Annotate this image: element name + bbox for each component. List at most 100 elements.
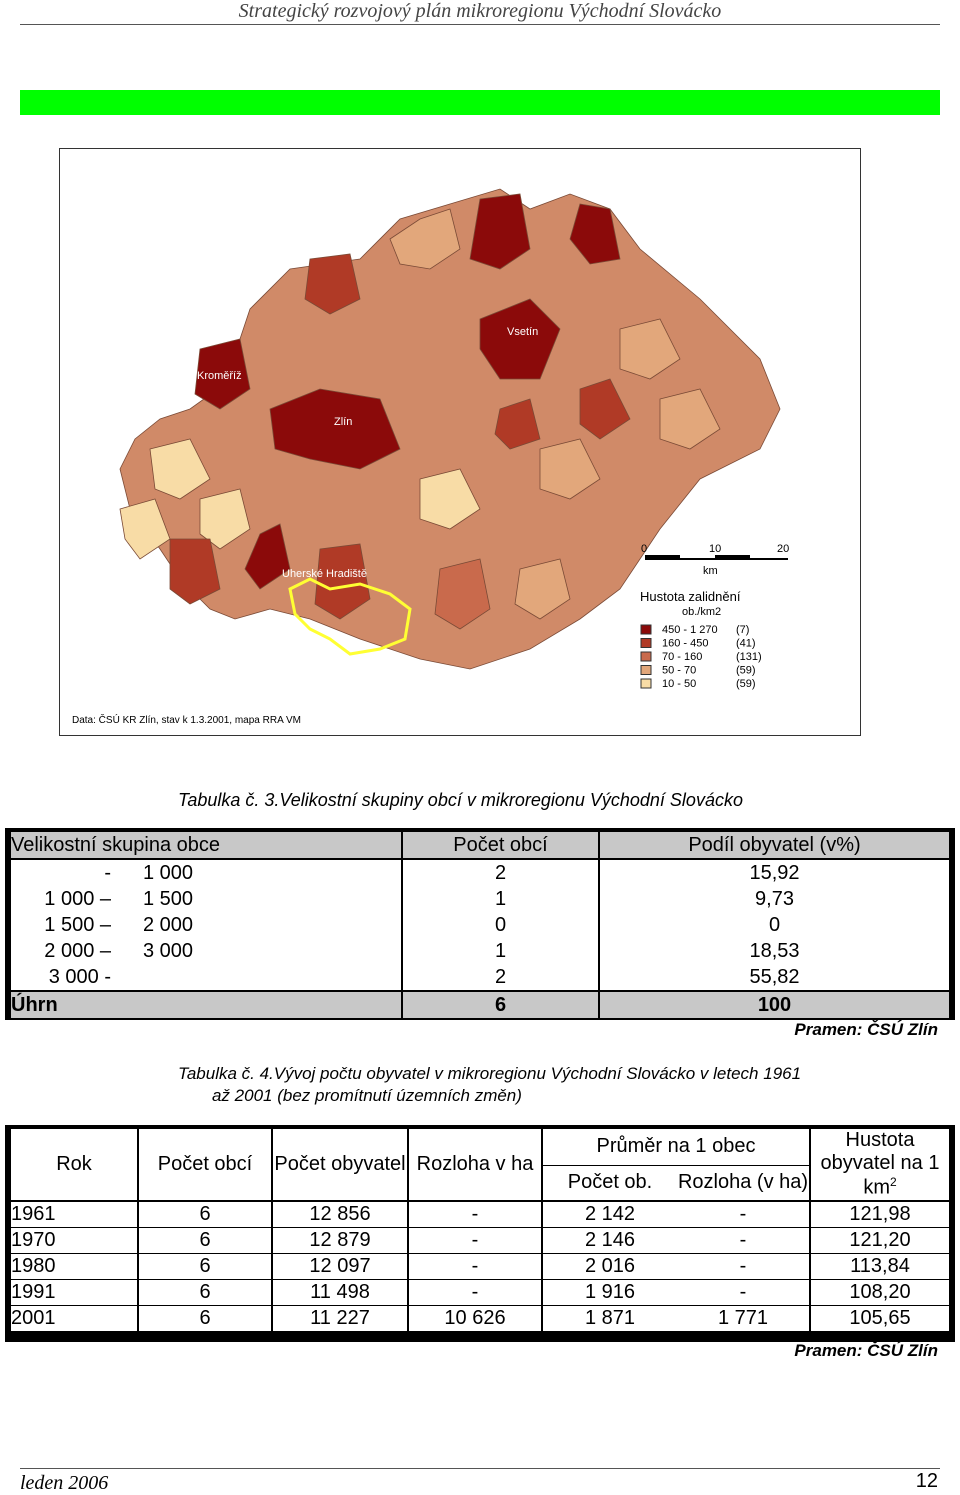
total-count: 6 <box>403 990 600 1018</box>
town-label-zlin: Zlín <box>334 416 352 428</box>
total-share: 100 <box>600 990 949 1018</box>
table3-caption: Tabulka č. 3.Velikostní skupiny obcí v m… <box>178 790 743 810</box>
table-row: 1970 6 12 879-2 146-121,20 <box>11 1227 949 1254</box>
size-group-from: 1 500 – <box>44 913 111 936</box>
table-size-groups: Velikostní skupina obce Počet obcí Podíl… <box>5 828 955 1020</box>
header-size-group: Velikostní skupina obce <box>11 832 403 860</box>
share-cell: 0 <box>600 912 949 938</box>
municipality-count-cell: 6 <box>138 1201 273 1228</box>
avg-population-cell: 2 146 <box>542 1227 677 1254</box>
table4-header-row-2: Počet ob. Rozloha (v ha) <box>11 1165 949 1202</box>
legend-swatch <box>640 651 652 662</box>
svg-text:10: 10 <box>709 543 721 555</box>
legend-swatch <box>640 665 652 675</box>
header-average-area: Rozloha (v ha) <box>677 1165 811 1202</box>
header-year: Rok <box>11 1129 139 1202</box>
avg-area-cell: 1 771 <box>677 1305 811 1331</box>
town-label-uherske-hradiste: Uherské Hradiště <box>282 568 367 580</box>
density-cell: 121,98 <box>810 1201 949 1228</box>
header-count: Počet obcí <box>403 832 600 860</box>
header-average-per-municipality: Průměr na 1 obec <box>542 1129 811 1166</box>
header-area: Rozloha v ha <box>408 1129 543 1202</box>
avg-population-cell: 2 142 <box>542 1201 677 1228</box>
size-group-cell: 3 000 - <box>11 964 403 990</box>
map-source-note: Data: ČSÚ KR Zlín, stav k 1.3.2001, mapa… <box>72 713 301 726</box>
table-row: 2 000 – 3 000 1 18,53 <box>11 938 949 964</box>
map-legend: Hustota zalidnění ob./km2 450 - 1 270 (7)… <box>640 589 762 690</box>
density-cell: 108,20 <box>810 1279 949 1306</box>
avg-area-cell: - <box>677 1279 811 1306</box>
size-group-to: 3 000 <box>142 939 193 962</box>
table-row: 1980 6 12 097-2 016-113,84 <box>11 1253 949 1280</box>
table-row: 1 000 – 1 500 1 9,73 <box>11 886 949 912</box>
header-population: Počet obyvatel <box>272 1129 409 1202</box>
population-density-map: Kroměříž Vsetín Zlín Uherské Hradiště 0 … <box>59 148 861 736</box>
legend-title: Hustota zalidnění <box>640 589 741 604</box>
table4-caption-line1: Tabulka č. 4.Vývoj počtu obyvatel v mikr… <box>178 1064 802 1083</box>
region-fill <box>119 188 781 670</box>
page-header-title: Strategický rozvojový plán mikroregionu … <box>238 0 722 22</box>
size-group-cell: 1 500 – 2 000 <box>11 912 403 938</box>
legend-count: (7) <box>736 624 749 636</box>
size-group-from: 3 000 - <box>48 965 111 988</box>
table-row: 2001 6 11 227 10 626 1 871 1 771 105,65 <box>11 1305 949 1331</box>
town-label-vsetin: Vsetín <box>507 326 538 338</box>
year-cell: 1980 <box>11 1253 139 1280</box>
footer-date: leden 2006 <box>20 1472 109 1494</box>
area-cell: - <box>408 1279 543 1306</box>
table4-header-row-1: Rok Počet obcí Počet obyvatel Rozloha v … <box>11 1129 949 1202</box>
legend-count: (41) <box>736 638 756 650</box>
table-total-row: Úhrn 6 100 <box>11 990 949 1018</box>
table-row: 1 500 – 2 000 0 0 <box>11 912 949 938</box>
avg-population-cell: 1 871 <box>542 1305 677 1331</box>
municipality-count-cell: 6 <box>138 1253 273 1280</box>
year-cell: 1970 <box>11 1227 139 1254</box>
green-banner <box>20 90 940 115</box>
population-cell: 11 498 <box>272 1279 409 1306</box>
table-population-trend: Rok Počet obcí Počet obyvatel Rozloha v … <box>5 1125 955 1342</box>
avg-area-cell: - <box>677 1253 811 1280</box>
table-row: 1991 6 11 498-1 916-108,20 <box>11 1279 949 1306</box>
table-row: 3 000 - 2 55,82 <box>11 964 949 990</box>
legend-subtitle: ob./km2 <box>682 606 721 618</box>
size-group-to: 1 500 <box>142 887 193 910</box>
header-municipality-count: Počet obcí <box>138 1129 273 1202</box>
legend-swatch <box>640 624 652 635</box>
legend-range: 450 - 1 270 <box>662 624 718 636</box>
header-divider <box>20 24 940 25</box>
area-cell: 10 626 <box>408 1305 543 1331</box>
legend-range: 70 - 160 <box>662 651 702 663</box>
area-cell: - <box>408 1201 543 1228</box>
population-cell: 12 879 <box>272 1227 409 1254</box>
size-group-cell: - 1 000 <box>11 860 403 886</box>
legend-range: 50 - 70 <box>662 665 696 677</box>
area-cell: - <box>408 1227 543 1254</box>
table-header-row: Velikostní skupina obce Počet obcí Podíl… <box>11 832 949 860</box>
table-row: 1961 6 12 856-2 142-121,98 <box>11 1201 949 1228</box>
municipality-count-cell: 6 <box>138 1305 273 1331</box>
header-share: Podíl obyvatel (v%) <box>600 832 949 860</box>
legend-swatch <box>640 638 652 648</box>
legend-range: 160 - 450 <box>662 638 708 650</box>
density-cell: 105,65 <box>810 1305 949 1331</box>
density-cell: 121,20 <box>810 1227 949 1254</box>
size-group-cell: 2 000 – 3 000 <box>11 938 403 964</box>
size-group-from: 2 000 – <box>44 939 111 962</box>
avg-area-cell: - <box>677 1201 811 1228</box>
share-cell: 55,82 <box>600 964 949 990</box>
size-group-cell: 1 000 – 1 500 <box>11 886 403 912</box>
share-cell: 18,53 <box>600 938 949 964</box>
legend-swatch <box>640 678 652 689</box>
size-group-from: 1 000 – <box>44 887 111 910</box>
map-scale-bar: 0 10 20 km <box>641 543 789 577</box>
year-cell: 1991 <box>11 1279 139 1306</box>
table3-source: Pramen: ČSÚ Zlín <box>794 1020 938 1039</box>
size-group-from: - <box>104 861 111 884</box>
map-graphic: Kroměříž Vsetín Zlín Uherské Hradiště 0 … <box>72 188 789 726</box>
municipality-count-cell: 6 <box>138 1279 273 1306</box>
avg-area-cell: - <box>677 1227 811 1254</box>
year-cell: 1961 <box>11 1201 139 1228</box>
header-average-population: Počet ob. <box>542 1165 677 1202</box>
table4-caption-line2: až 2001 (bez promítnutí územních změn) <box>212 1086 522 1105</box>
density-unit-exponent: 2 <box>889 1175 897 1190</box>
